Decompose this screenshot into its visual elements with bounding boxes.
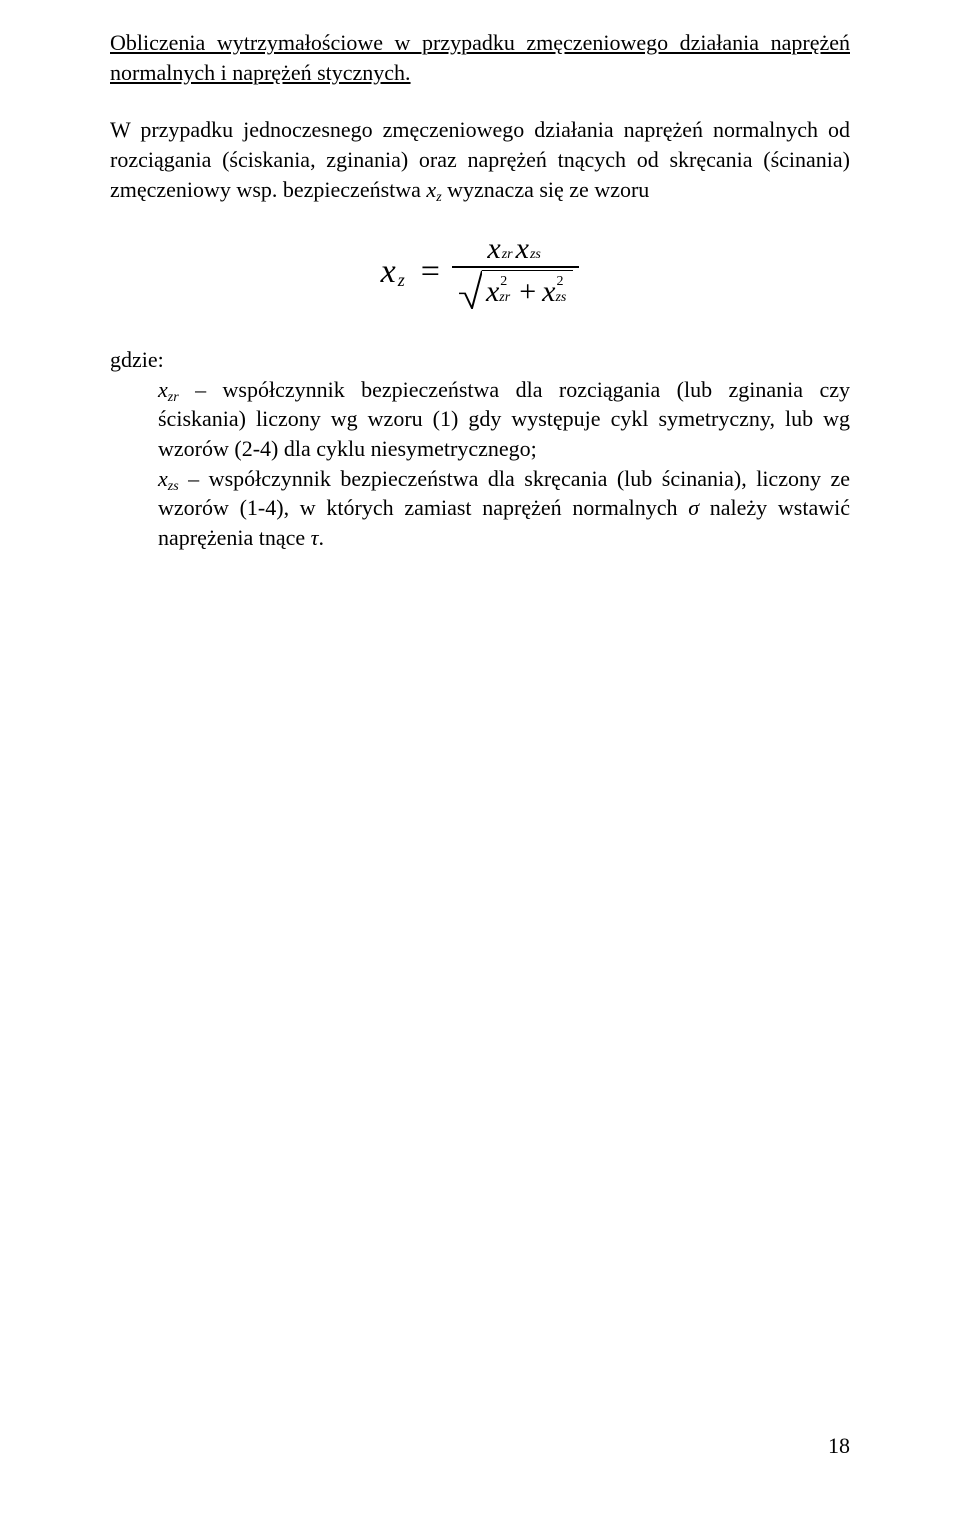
def1-var: x [158,377,168,402]
section-heading: Obliczenia wytrzymałościowe w przypadku … [110,28,850,87]
lhs-sub-z: z [398,271,405,289]
definition-xzs: xzs – współczynnik bezpieczeństwa dla sk… [158,464,850,553]
square-root: x 2 zr + x 2 zs [458,270,573,309]
num-sub-zr: zr [502,248,513,262]
intro-paragraph: W przypadku jednoczesnego zmęczeniowego … [110,115,850,204]
num-sub-zs: zs [530,248,541,262]
def1-sub: zr [168,390,179,405]
where-block: gdzie: xzr – współczynnik bezpieczeństwa… [110,345,850,553]
lhs-x: x [381,255,396,289]
den-sup-2a: 2 [500,275,507,289]
intro-var-x: x [426,177,436,202]
den-sup-2b: 2 [556,275,563,289]
den-sub-zs: zs [555,291,566,305]
equals-sign: = [421,255,440,289]
tau-symbol: τ [311,525,319,550]
page-number: 18 [828,1433,850,1459]
radicand: x 2 zr + x 2 zs [482,270,573,309]
intro-text-suffix: wyznacza się ze wzoru [442,177,650,202]
numerator: x zr x zs [481,232,549,266]
definition-xzr: xzr – współczynnik bezpieczeństwa dla ro… [158,375,850,464]
num-x1: x [487,234,500,264]
def2-sub: zs [168,479,179,494]
den-sub-zr: zr [499,291,510,305]
def2-text-c: . [319,525,325,550]
den-x1: x [486,277,499,307]
page: Obliczenia wytrzymałościowe w przypadku … [0,0,960,1537]
denominator: x 2 zr + x 2 zs [452,268,579,311]
fraction: x zr x zs x 2 [452,232,579,311]
def2-var: x [158,466,168,491]
den-x2: x [542,277,555,307]
where-label: gdzie: [110,345,850,375]
formula-lhs: x z = x zr x zs [381,232,580,311]
num-x2: x [516,234,529,264]
formula: x z = x zr x zs [110,232,850,311]
plus-sign: + [519,277,536,307]
radical-sign-icon [458,270,482,309]
def1-text: – współczynnik bezpieczeństwa dla rozcią… [158,377,850,461]
intro-var-sub-z: z [436,190,441,205]
sigma-symbol: σ [688,495,699,520]
